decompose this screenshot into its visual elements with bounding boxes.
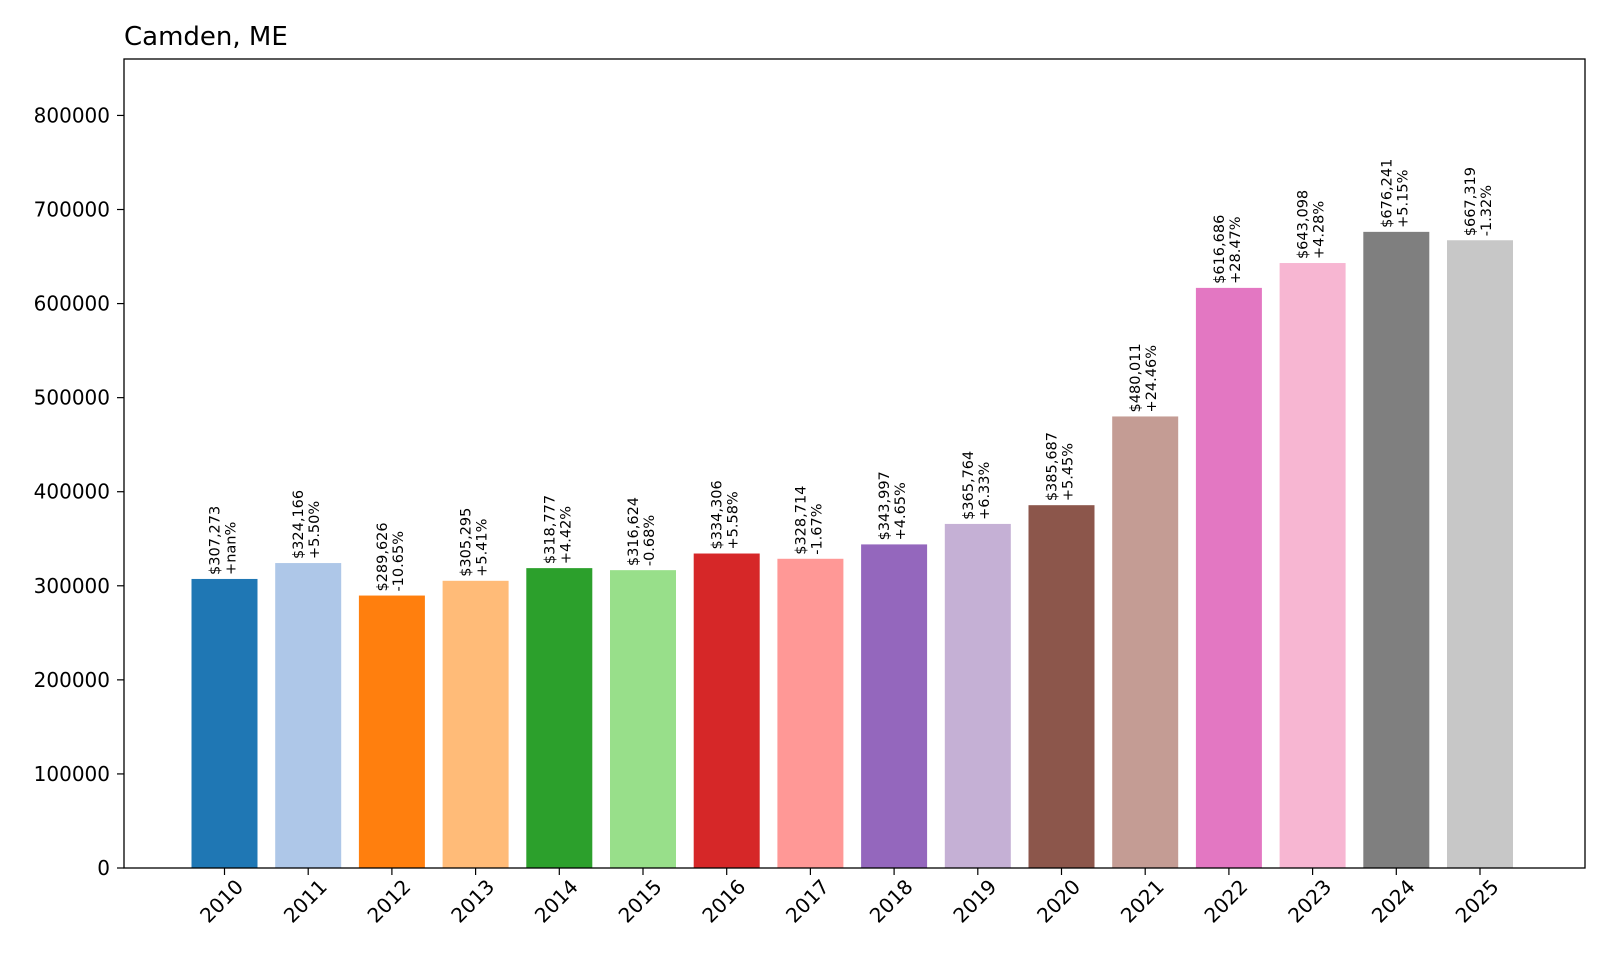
bar-change-label-2017: -1.67% [809,503,825,554]
y-axis: 0 100000 200000 300000 400000 500000 600000 700… [34,103,124,880]
plot-frame [123,58,1586,869]
bar-value-label-2017: $328,714 [793,486,809,555]
bar-change-label-2021: +24.46% [1144,345,1160,412]
bar-change-label-2015: -0.68% [642,515,658,566]
x-tick-label-2015: 2015 [614,875,667,928]
x-axis: 2010 2011 2012 2013 2014 2015 2016 2017 2018 2019… [195,868,1504,928]
bar-change-label-2016: +5.58% [726,491,742,549]
y-tick-label-800000: 800000 [34,103,110,127]
bar-change-label-2011: +5.50% [307,501,323,559]
bar-2011 [275,563,342,868]
x-tick-label-2019: 2019 [948,875,1001,928]
y-tick-label-0: 0 [97,856,110,880]
bar-value-label-2025: $667,319 [1463,167,1479,236]
bar-2025 [1447,240,1513,868]
y-tick-label-400000: 400000 [34,480,110,504]
x-tick-label-2012: 2012 [362,875,415,928]
bar-2021 [1112,416,1179,868]
y-tick-label-700000: 700000 [34,198,110,222]
bar-change-label-2013: +5.41% [475,519,491,577]
x-tick-label-2020: 2020 [1032,875,1085,928]
bar-value-label-2023: $643,098 [1296,190,1312,259]
bar-value-label-2018: $343,997 [877,471,893,540]
bar-change-label-2025: -1.32% [1479,185,1495,236]
bar-2024 [1363,231,1430,868]
y-tick-label-500000: 500000 [34,386,110,410]
bar-value-label-2015: $316,624 [626,497,642,566]
x-tick-label-2011: 2011 [279,875,332,928]
bar-value-label-2010: $307,273 [208,506,224,575]
bar-change-label-2022: +28.47% [1228,216,1244,283]
x-tick-label-2022: 2022 [1199,875,1252,928]
bar-change-label-2019: +6.33% [977,462,993,520]
bar-2013 [442,580,509,868]
bar-value-label-2024: $676,241 [1379,159,1395,228]
bar-2012 [358,595,425,868]
x-tick-label-2013: 2013 [446,875,499,928]
bar-value-label-2021: $480,011 [1128,343,1144,412]
bar-2022 [1195,287,1262,869]
bar-2018 [861,544,928,868]
bar-value-label-2013: $305,295 [459,508,475,577]
bar-change-label-2020: +5.45% [1061,443,1077,501]
bar-value-label-2020: $385,687 [1045,432,1061,501]
x-tick-label-2025: 2025 [1451,875,1504,928]
bar-change-label-2018: +4.65% [893,482,909,540]
y-tick-label-100000: 100000 [34,762,110,786]
bar-2017 [777,558,844,868]
bar-2023 [1279,263,1346,869]
bar-change-label-2023: +4.28% [1312,201,1328,259]
y-tick-label-300000: 300000 [34,574,110,598]
x-tick-label-2018: 2018 [865,875,918,928]
bar-2020 [1028,505,1095,868]
x-tick-label-2017: 2017 [781,875,834,928]
bar-labels-group: $307,273 +nan% $324,166 +5.50% $289,626 -10.6… [208,159,1496,592]
bar-change-label-2010: +nan% [224,522,240,575]
bar-change-label-2014: +4.42% [558,506,574,564]
y-tick-label-200000: 200000 [34,668,110,692]
bar-2010 [191,578,258,868]
y-tick-label-600000: 600000 [34,292,110,316]
bar-2015 [610,570,676,868]
x-tick-label-2014: 2014 [530,875,583,928]
bar-2014 [526,568,593,868]
bar-value-label-2014: $318,777 [542,495,558,564]
bar-change-label-2024: +5.15% [1395,170,1411,228]
bars-group [191,231,1513,869]
bar-2019 [944,523,1011,868]
x-tick-label-2023: 2023 [1283,875,1336,928]
x-tick-label-2021: 2021 [1116,875,1169,928]
x-tick-label-2016: 2016 [697,875,750,928]
x-tick-label-2024: 2024 [1367,875,1420,928]
bar-value-label-2016: $334,306 [710,480,726,549]
bar-value-label-2011: $324,166 [291,490,307,559]
bar-2016 [693,553,760,868]
bar-change-label-2012: -10.65% [391,531,407,592]
bar-value-label-2022: $616,686 [1212,215,1228,284]
bar-value-label-2019: $365,764 [961,451,977,520]
bar-value-label-2012: $289,626 [375,522,391,591]
chart-title: Camden, ME [124,22,288,52]
x-tick-label-2010: 2010 [195,875,248,928]
